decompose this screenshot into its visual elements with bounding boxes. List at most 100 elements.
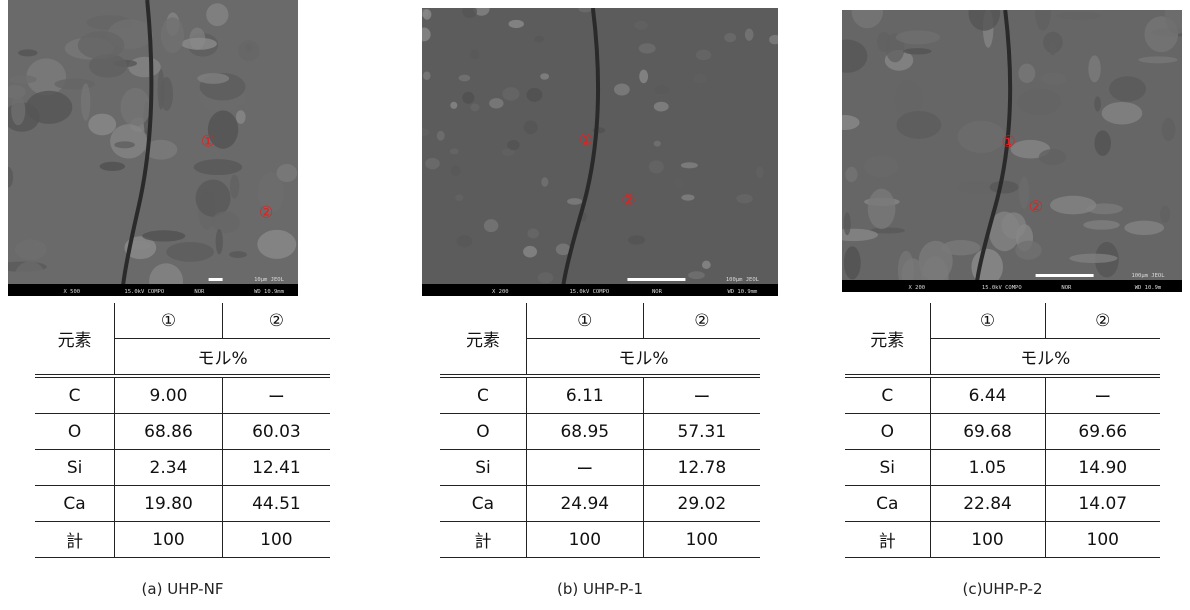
grain [942, 240, 981, 255]
element-label: C [440, 376, 526, 414]
grain [229, 251, 247, 258]
grain [1017, 89, 1061, 116]
unit-header: モル% [526, 339, 760, 377]
table-row: C9.00ー [35, 376, 330, 414]
table-row: C6.44ー [845, 376, 1160, 414]
grain [524, 121, 538, 135]
caption: (b) UHP-P-1 [440, 580, 760, 598]
grain [674, 177, 685, 190]
grain [484, 219, 499, 232]
info-text: NOR [194, 289, 205, 295]
point-marker: ② [1029, 197, 1043, 216]
grain [639, 43, 656, 53]
grain [1039, 149, 1066, 165]
grain [277, 164, 298, 182]
grain [541, 177, 548, 187]
grain [534, 36, 544, 43]
grain [457, 235, 473, 247]
unit-header: モル% [115, 339, 330, 377]
table-row: Siー12.78 [440, 450, 760, 486]
grain [1088, 55, 1100, 82]
grain [54, 79, 95, 90]
point-header: ① [930, 303, 1045, 339]
grain [1124, 221, 1164, 235]
grain [509, 20, 524, 28]
table-row: C6.11ー [440, 376, 760, 414]
cell-value: ー [526, 450, 643, 486]
cell-value: 12.41 [222, 450, 330, 486]
grain [614, 84, 630, 96]
header-row: 元素①② [440, 303, 760, 339]
grain [868, 189, 896, 229]
grain [181, 38, 217, 50]
grain [451, 166, 461, 176]
scale-bar [627, 278, 685, 281]
grain [724, 33, 736, 42]
header-row: 元素①② [35, 303, 330, 339]
grain [194, 159, 242, 175]
grain [903, 48, 931, 54]
grain [425, 158, 439, 170]
table-row: O68.9557.31 [440, 414, 760, 450]
grain [161, 17, 184, 53]
grain [196, 179, 231, 216]
grain [958, 121, 1005, 153]
info-text: X 500 [64, 289, 81, 295]
grain [238, 40, 259, 61]
grain [78, 31, 124, 59]
grain [654, 85, 670, 94]
grain [114, 141, 135, 148]
grain [1056, 12, 1101, 20]
point-marker: ① [201, 132, 215, 151]
grain [450, 148, 459, 154]
grain [844, 246, 861, 279]
cell-value: 29.02 [643, 486, 760, 522]
grain [26, 91, 73, 124]
grain [88, 114, 116, 136]
grain [257, 230, 296, 259]
cell-value: 100 [526, 522, 643, 558]
grain [459, 75, 471, 82]
point-header: ② [222, 303, 330, 339]
grain [110, 124, 147, 158]
grain [702, 261, 711, 269]
cell-value: 6.44 [930, 376, 1045, 414]
cell-value: 57.31 [643, 414, 760, 450]
cell-value: 19.80 [115, 486, 223, 522]
point-marker: ② [259, 203, 273, 222]
point-marker: ① [1001, 132, 1015, 151]
grain [1094, 96, 1101, 111]
element-label: Ca [440, 486, 526, 522]
caption: (c)UHP-P-2 [845, 580, 1160, 598]
cell-value: 12.78 [643, 450, 760, 486]
scale-label: 10μm JEOL [254, 277, 284, 283]
element-label: Si [35, 450, 115, 486]
point-header: ② [643, 303, 760, 339]
cell-value: 100 [643, 522, 760, 558]
grain [523, 246, 537, 258]
grain [455, 194, 463, 201]
cell-value: 100 [222, 522, 330, 558]
cell-value: 69.68 [930, 414, 1045, 450]
grain [230, 175, 239, 199]
info-text: NOR [652, 289, 663, 295]
grain [756, 167, 764, 178]
grain [81, 83, 90, 121]
info-text: X 200 [909, 285, 926, 291]
grain [15, 239, 47, 260]
cell-value: 100 [1045, 522, 1160, 558]
info-text: 15.0kV COMPO [124, 289, 164, 295]
grain [206, 3, 228, 26]
grain [1102, 102, 1143, 125]
data-table: 元素①②モル%C6.11ーO68.9557.31Siー12.78Ca24.942… [440, 303, 760, 558]
scale-bar [209, 278, 223, 281]
point-header: ② [1045, 303, 1160, 339]
grain [423, 71, 430, 80]
element-header: 元素 [35, 303, 115, 376]
cell-value: 14.90 [1045, 450, 1160, 486]
grain [462, 92, 474, 104]
